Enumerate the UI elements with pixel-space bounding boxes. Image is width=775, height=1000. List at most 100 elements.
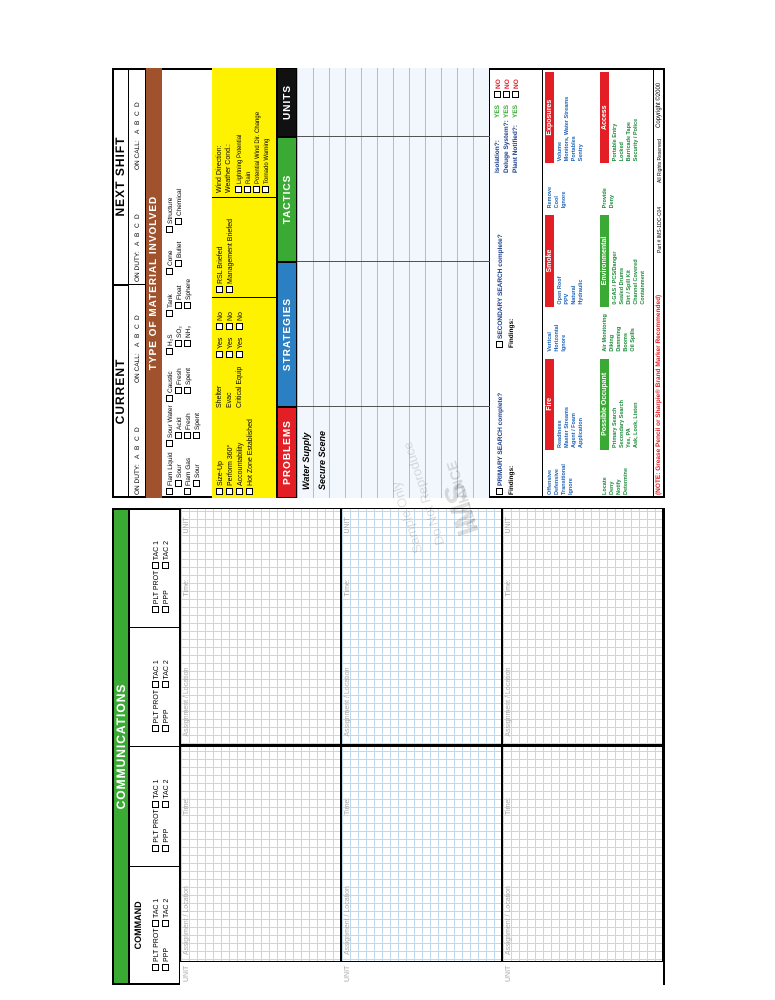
shift-letter: B [134,333,141,338]
graph-block [502,508,663,747]
no-option: NO [494,79,503,98]
channel-option: PPP [162,948,171,971]
unit-label: UNIT [344,965,351,982]
on-call: ON CALL: [134,140,141,170]
yellow-div [212,297,277,298]
yes-option: YES [512,104,519,118]
shelter-item: Shelter [216,385,223,408]
material-option: Sour [193,464,202,487]
material-option: Structure [166,198,175,233]
column-header: STRATEGIES [277,262,297,407]
yes-option: Yes [236,338,245,358]
graph-block [502,746,663,985]
search-check: Isolation?: [494,140,501,173]
time-label: Time: [344,579,351,597]
weather-option: Rain [244,172,253,193]
column-line [297,136,490,137]
shift-letter: C [134,324,141,329]
primary-search: PRIMARY SEARCH complete? [496,393,505,495]
reference-title: Smoke [545,215,554,307]
problem-item: Water Supply [301,432,311,490]
reference-item: Application [578,418,584,448]
unit-column [180,961,341,985]
reference-title: Possible Occupant [600,358,609,450]
shift-letter: A [134,241,141,246]
weather-option: Potential Wind Dir. Change [253,112,262,193]
reference-item: Secondary Search [619,400,625,448]
reference-item: Volume [557,141,563,162]
material-title: TYPE OF MATERIAL INVOLVED [146,68,162,498]
reference-item: Primary Search [612,407,618,448]
search-line [542,68,543,498]
graph-block [341,746,502,985]
footer-rights: All Rights Reserved [657,139,663,183]
reference-item: Barricade Tape [626,122,632,162]
time-label: Time: [505,797,512,815]
time-label: Time: [183,797,190,815]
search-check: Deluge System?: [503,120,510,173]
reference-item: Ask, Look, Listen [633,402,639,448]
reference-item: Determine [623,468,629,495]
material-option: Sphere [184,279,193,309]
column-line [297,406,490,407]
channel-option: TAC 2 [162,899,171,927]
reference-item: Sentry [578,144,584,162]
material-option: Float [175,286,184,309]
reference-item: Dirt / Spill Kit [626,270,632,305]
shift-letter: D [134,102,141,107]
channel-option: PPP [162,709,171,732]
material-option: Spent [184,368,193,394]
shift-letter: B [134,232,141,237]
graph-block [180,746,341,985]
reference-item: Deny [609,481,615,495]
reference-item: Containment [640,271,646,305]
footer-note: (NOTE: Grease Pencil or Sharpie® Brand M… [655,294,662,495]
unit-column [341,961,502,985]
ref-line [653,68,654,498]
unit-label: UNIT [505,517,512,534]
channel-option: TAC 2 [162,779,171,807]
secondary-search: SECONDARY SEARCH complete? [496,234,505,348]
channel-option: TAC 2 [162,541,171,569]
channel-option: TAC 1 [152,779,161,807]
material-option: Cone [166,250,175,275]
unit-column [502,961,663,985]
size-up-item: Hot Zone Established [246,419,255,495]
size-up-item: Size-Up [216,461,225,495]
yellow-div [212,197,277,198]
shift-letter: B [134,120,141,125]
reference-title: Environmental [600,215,609,307]
time-label: Time: [344,797,351,815]
material-option: Flam Gas [184,458,193,495]
findings: Findings: [508,318,515,348]
unit-label: UNIT [505,965,512,982]
reference-title: Fire [545,358,554,450]
footer-copyright: Copyright ©2000 [656,82,662,128]
shelter-item: Critical Equip [236,366,243,408]
reference-item: Transitional [561,464,567,495]
reference-item: Ignore [568,478,574,495]
reference-item: Portable Entry [612,123,618,162]
no-option: NO [503,79,512,98]
reference-title: Exposures [545,72,554,164]
reference-item: Offensive [547,469,553,495]
reference-item: Damming [616,326,622,352]
no-option: NO [512,79,521,98]
material-option: Acid [175,417,184,439]
channel-option: PPP [162,590,171,613]
reference-item: Cool [554,196,560,209]
reference-item: Remove [547,186,553,209]
assignment-label: Assignment / Location [183,667,190,737]
reference-item: Deny [609,194,615,209]
reference-item: Natural [571,285,577,305]
assignment-label: Assignment / Location [344,667,351,737]
channel-name: COMMAND [133,901,143,950]
reference-item: Vertical [547,332,553,352]
yes-option: Yes [216,338,225,358]
shift-letter: D [134,315,141,320]
reference-item: Provide [602,188,608,209]
unit-label: UNIT [344,517,351,534]
channel-option: PLT PROT [152,571,161,614]
shift-letter: D [134,214,141,219]
